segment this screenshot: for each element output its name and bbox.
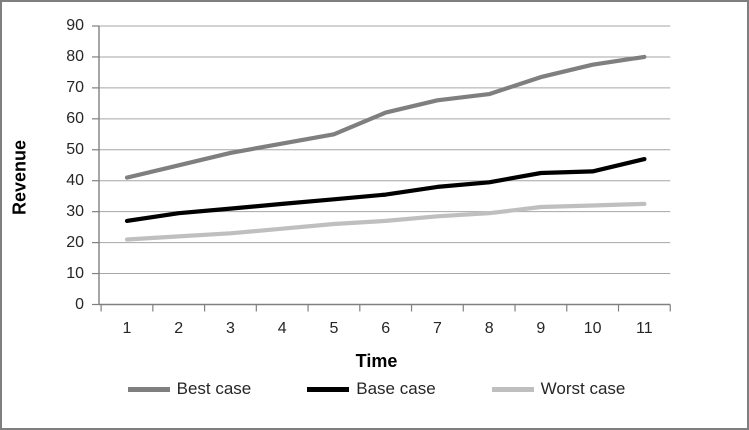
y-tick-label: 20 [66,233,84,251]
y-tick-label: 80 [66,47,84,65]
series-line-worst-case [124,201,647,242]
y-tick-label: 10 [66,264,84,282]
y-tick-label: 90 [66,17,84,34]
x-tick-label: 1 [122,320,132,337]
legend-label: Base case [356,379,436,398]
x-tick-label: 8 [484,320,494,337]
chart-plot-area [92,25,671,312]
y-axis-title: Revenue [9,139,30,216]
legend-line-swatch [307,386,350,392]
y-tick-label: 0 [75,295,84,313]
y-tick-label: 40 [66,171,84,189]
y-tick-label: 70 [66,78,84,96]
legend-label: Best case [176,379,252,398]
chart-legend: Best case Base case Worst case [2,376,747,402]
y-axis-tick-labels: 0 10 20 30 40 50 60 70 80 90 [30,2,84,322]
legend-line-swatch [491,386,534,392]
legend-item-best-case: Best case [127,379,252,399]
legend-line-swatch [127,386,170,392]
y-tick-label: 60 [66,109,84,127]
x-tick-label: 10 [583,320,602,337]
x-tick-label: 2 [174,320,184,337]
x-tick-label: 4 [277,320,287,337]
x-axis-title: Time [355,351,398,371]
x-tick-label: 9 [536,320,546,337]
y-tick-label: 50 [66,140,84,158]
x-tick-label: 11 [636,320,653,337]
x-tick-label: 7 [432,320,442,337]
y-tick-label: 30 [66,202,84,220]
legend-item-base-case: Base case [307,379,436,399]
x-tick-label: 6 [381,320,391,337]
series-line-base-case [124,157,647,223]
legend-item-worst-case: Worst case [491,379,626,399]
series-line-best-case [124,54,647,180]
x-tick-label: 3 [225,320,235,337]
x-axis-tick-labels: 1 2 3 4 5 6 7 8 9 10 11 [2,318,747,340]
x-tick-label: 5 [329,320,339,337]
legend-label: Worst case [540,379,626,398]
